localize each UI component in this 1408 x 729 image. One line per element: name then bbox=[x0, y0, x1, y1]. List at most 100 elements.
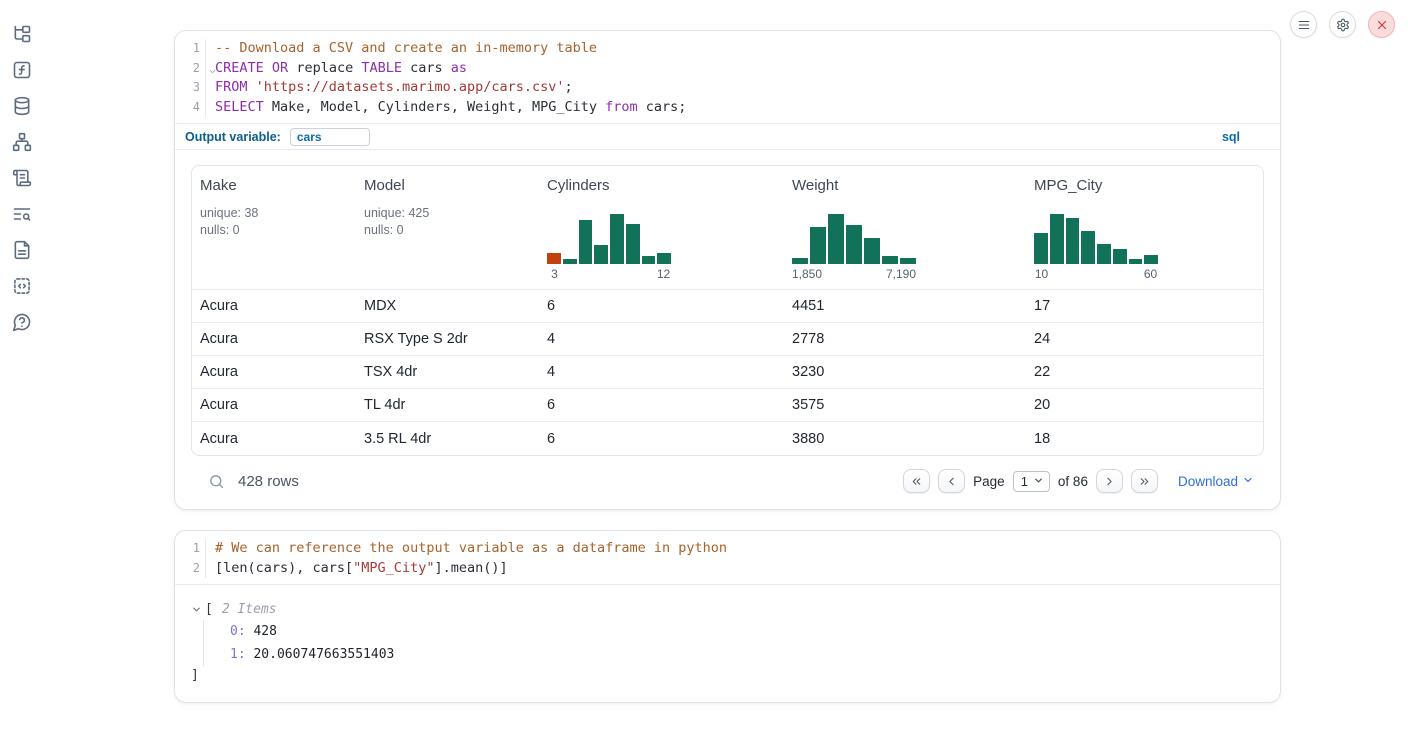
histogram-bar[interactable] bbox=[1113, 249, 1127, 264]
histogram-bar[interactable] bbox=[610, 214, 624, 264]
code-text: SELECT Make, Model, Cylinders, Weight, M… bbox=[206, 98, 686, 118]
histogram-bar[interactable] bbox=[1034, 233, 1048, 264]
line-number: 4 bbox=[175, 98, 206, 118]
histogram-bar[interactable] bbox=[792, 258, 808, 264]
column-header-weight[interactable]: Weight1,8507,190 bbox=[784, 166, 1026, 289]
variables-icon[interactable] bbox=[12, 60, 32, 80]
histogram-bar[interactable] bbox=[563, 259, 577, 264]
file-tree-icon[interactable] bbox=[12, 24, 32, 44]
help-icon[interactable] bbox=[12, 312, 32, 332]
line-number: 1 bbox=[175, 39, 206, 59]
prev-page-button[interactable] bbox=[938, 469, 965, 493]
sql-output-area: Makeunique: 38nulls: 0Modelunique: 425nu… bbox=[175, 150, 1280, 509]
column-header-cylinders[interactable]: Cylinders 312 bbox=[539, 166, 784, 289]
sql-code-line[interactable]: 1-- Download a CSV and create an in-memo… bbox=[175, 39, 1280, 59]
column-name: Make bbox=[200, 177, 348, 194]
column-histogram: 312 bbox=[547, 214, 671, 281]
settings-button[interactable] bbox=[1329, 11, 1356, 38]
histogram-bar[interactable] bbox=[1129, 259, 1143, 264]
column-name: Model bbox=[364, 177, 531, 194]
histogram-bar[interactable] bbox=[579, 220, 593, 264]
chevron-down-icon[interactable] bbox=[191, 604, 202, 615]
python-editor-block: 1# We can reference the output variable … bbox=[175, 531, 1280, 585]
histogram-bar[interactable] bbox=[864, 238, 880, 264]
table-cell: 22 bbox=[1026, 364, 1263, 380]
table-cell: TL 4dr bbox=[356, 397, 539, 413]
histogram-bar[interactable] bbox=[846, 225, 862, 264]
column-name: Cylinders bbox=[547, 177, 776, 194]
column-name: MPG_City bbox=[1034, 177, 1255, 194]
search-icon[interactable] bbox=[208, 473, 225, 490]
page-select-value: 1 bbox=[1021, 474, 1028, 489]
notebook-actions bbox=[1290, 11, 1395, 38]
page-select[interactable]: 1 bbox=[1013, 471, 1050, 492]
tree-entry: 0: 428 bbox=[230, 620, 1264, 643]
table-row[interactable]: AcuraTSX 4dr4323022 bbox=[192, 356, 1263, 389]
shutdown-button[interactable] bbox=[1368, 11, 1395, 38]
histogram-bar[interactable] bbox=[882, 256, 898, 264]
next-page-button[interactable] bbox=[1096, 469, 1123, 493]
column-header-model[interactable]: Modelunique: 425nulls: 0 bbox=[356, 166, 539, 289]
dependency-graph-icon[interactable] bbox=[12, 132, 32, 152]
table-cell: RSX Type S 2dr bbox=[356, 331, 539, 347]
download-label: Download bbox=[1178, 474, 1238, 489]
histogram-bar[interactable] bbox=[594, 245, 608, 264]
python-code-line[interactable]: 2[len(cars), cars["MPG_City"].mean()] bbox=[175, 559, 1280, 579]
text-search-icon[interactable] bbox=[12, 204, 32, 224]
sql-code-line[interactable]: 3FROM 'https://datasets.marimo.app/cars.… bbox=[175, 78, 1280, 98]
download-button[interactable]: Download bbox=[1178, 474, 1254, 489]
histogram-bar[interactable] bbox=[900, 258, 916, 264]
table-cell: Acura bbox=[192, 331, 356, 347]
open-bracket: [ bbox=[205, 602, 213, 617]
histogram-bar[interactable] bbox=[626, 224, 640, 264]
table-cell: MDX bbox=[356, 298, 539, 314]
table-header: Makeunique: 38nulls: 0Modelunique: 425nu… bbox=[192, 166, 1263, 290]
fold-chevron-icon[interactable] bbox=[208, 63, 217, 72]
output-variable-input[interactable] bbox=[290, 128, 370, 146]
python-output-tree: [ 2 Items 0: 4281: 20.060747663551403 ] bbox=[175, 585, 1280, 702]
last-page-button[interactable] bbox=[1131, 469, 1158, 493]
histogram-bar[interactable] bbox=[547, 253, 561, 264]
chevron-down-icon bbox=[1033, 474, 1044, 489]
line-number: 2 bbox=[175, 59, 206, 79]
sql-code-editor[interactable]: 1-- Download a CSV and create an in-memo… bbox=[175, 31, 1280, 123]
table-row[interactable]: AcuraMDX6445117 bbox=[192, 290, 1263, 323]
close-bracket: ] bbox=[191, 666, 1264, 686]
histogram-bar[interactable] bbox=[1144, 255, 1158, 264]
data-table: Makeunique: 38nulls: 0Modelunique: 425nu… bbox=[191, 165, 1264, 456]
table-row[interactable]: AcuraRSX Type S 2dr4277824 bbox=[192, 323, 1263, 356]
histogram-bar[interactable] bbox=[1081, 231, 1095, 265]
histogram-bar[interactable] bbox=[657, 253, 671, 265]
histogram-bar[interactable] bbox=[1066, 218, 1080, 265]
table-cell: Acura bbox=[192, 431, 356, 447]
logs-icon[interactable] bbox=[12, 168, 32, 188]
table-cell: 3880 bbox=[784, 431, 1026, 447]
histogram-bar[interactable] bbox=[1097, 244, 1111, 264]
documentation-icon[interactable] bbox=[12, 240, 32, 260]
python-code-editor[interactable]: 1# We can reference the output variable … bbox=[175, 531, 1280, 584]
table-cell: 24 bbox=[1026, 331, 1263, 347]
table-cell: TSX 4dr bbox=[356, 364, 539, 380]
snippets-icon[interactable] bbox=[12, 276, 32, 296]
table-cell: Acura bbox=[192, 298, 356, 314]
python-code-line[interactable]: 1# We can reference the output variable … bbox=[175, 539, 1280, 559]
table-cell: 6 bbox=[539, 431, 784, 447]
histogram-bar[interactable] bbox=[642, 256, 656, 265]
table-row[interactable]: AcuraTL 4dr6357520 bbox=[192, 389, 1263, 422]
sql-code-line[interactable]: 2CREATE OR replace TABLE cars as bbox=[175, 59, 1280, 79]
first-page-button[interactable] bbox=[903, 469, 930, 493]
data-sources-icon[interactable] bbox=[12, 96, 32, 116]
column-header-make[interactable]: Makeunique: 38nulls: 0 bbox=[192, 166, 356, 289]
sql-code-line[interactable]: 4SELECT Make, Model, Cylinders, Weight, … bbox=[175, 98, 1280, 118]
row-count: 428 rows bbox=[238, 473, 299, 490]
histogram-bar[interactable] bbox=[810, 227, 826, 265]
tree-root[interactable]: [ 2 Items bbox=[191, 598, 1264, 620]
menu-button[interactable] bbox=[1290, 11, 1317, 38]
column-header-mpg_city[interactable]: MPG_City1060 bbox=[1026, 166, 1263, 289]
table-cell: 20 bbox=[1026, 397, 1263, 413]
histogram-bar[interactable] bbox=[828, 214, 844, 264]
tree-body: 0: 4281: 20.060747663551403 bbox=[203, 620, 1264, 666]
table-row[interactable]: Acura3.5 RL 4dr6388018 bbox=[192, 422, 1263, 455]
histogram-bar[interactable] bbox=[1050, 214, 1064, 264]
sql-cell: 1-- Download a CSV and create an in-memo… bbox=[174, 30, 1281, 510]
